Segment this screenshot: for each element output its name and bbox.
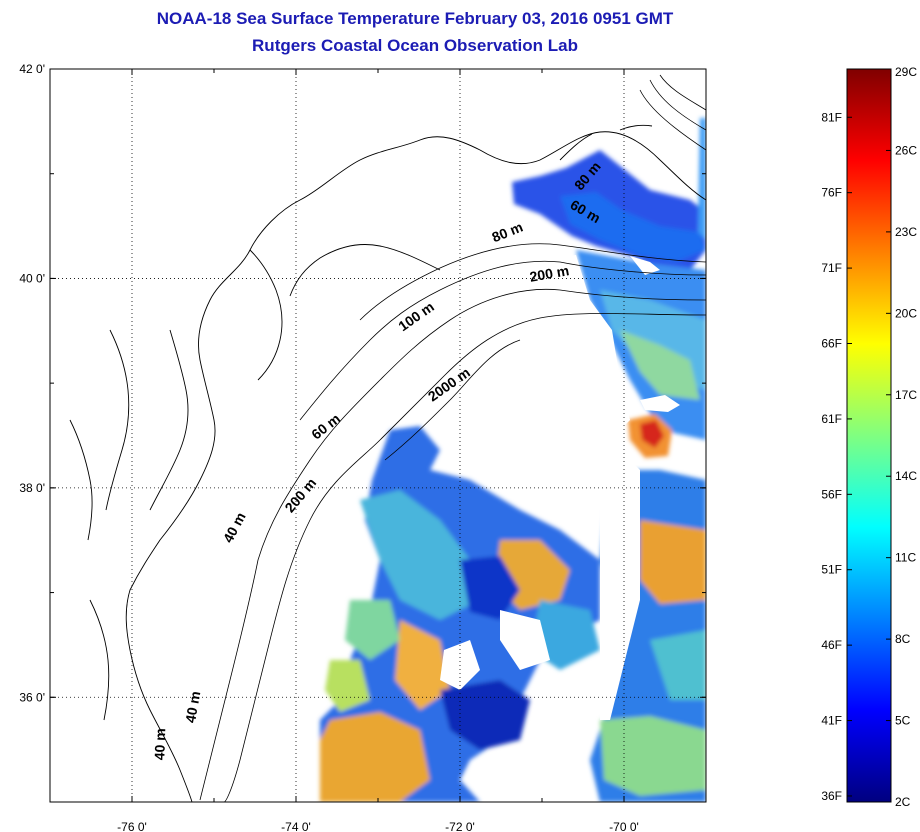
lon-tick-label-2: -72 0'	[445, 820, 475, 832]
contour-label-8: 40 m	[220, 510, 249, 546]
colorbar-f-label-5: 56F	[821, 487, 842, 501]
colorbar-f-label-1: 76F	[821, 186, 842, 200]
colorbar-c-label-3: 20C	[895, 306, 917, 320]
coastline	[69, 124, 706, 802]
bathymetry-contours	[199, 74, 706, 802]
colorbar-f-label-2: 71F	[821, 261, 842, 275]
map-subtitle: Rutgers Coastal Ocean Observation Lab	[252, 36, 578, 55]
lat-tick-label-2: 38 0'	[19, 481, 45, 495]
contour-label-9: 40 m	[182, 690, 203, 724]
map-axes: -76 0' -74 0' -72 0' -70 0' 42 0' 40 0' 38 0' 3…	[19, 62, 707, 832]
contour-label-10: 40 m	[151, 728, 168, 760]
colorbar-f-label-8: 41F	[821, 714, 842, 728]
colorbar-c-label-8: 5C	[895, 714, 911, 728]
lat-tick-label-3: 36 0'	[19, 690, 45, 704]
sst-imagery	[320, 118, 706, 802]
lon-tick-label-3: -70 0'	[609, 820, 639, 832]
contour-label-2: 80 m	[490, 219, 526, 246]
lat-tick-label-0: 42 0'	[19, 62, 45, 76]
colorbar-f-label-3: 66F	[821, 336, 842, 350]
lat-tick-label-1: 40 0'	[19, 271, 45, 285]
colorbar-c-label-5: 14C	[895, 469, 917, 483]
map-title: NOAA-18 Sea Surface Temperature February…	[156, 9, 674, 28]
colorbar-f-label-9: 36F	[821, 789, 842, 803]
colorbar-c-label-2: 23C	[895, 225, 917, 239]
lon-tick-label-0: -76 0'	[117, 820, 147, 832]
colorbar-c-label-1: 26C	[895, 143, 917, 157]
colorbar: 29C 26C 23C 20C 17C 14C 11C 8C 5C 2C 81F 76F 71F 66F 6…	[821, 65, 917, 809]
colorbar-ticks: 29C 26C 23C 20C 17C 14C 11C 8C 5C 2C 81F 76F 71F 66F 6…	[821, 65, 917, 809]
colorbar-f-label-4: 61F	[821, 412, 842, 426]
lon-tick-label-1: -74 0'	[281, 820, 311, 832]
colorbar-c-label-4: 17C	[895, 388, 917, 402]
colorbar-c-label-9: 2C	[895, 795, 911, 809]
contour-label-6: 60 m	[308, 410, 343, 442]
colorbar-f-label-6: 51F	[821, 563, 842, 577]
contour-label-3: 200 m	[528, 262, 570, 285]
colorbar-c-label-6: 11C	[895, 551, 916, 565]
colorbar-c-label-0: 29C	[895, 65, 917, 79]
colorbar-bar	[846, 68, 892, 803]
colorbar-f-label-0: 81F	[821, 110, 842, 124]
colorbar-f-label-7: 46F	[821, 638, 842, 652]
colorbar-c-label-7: 8C	[895, 632, 911, 646]
